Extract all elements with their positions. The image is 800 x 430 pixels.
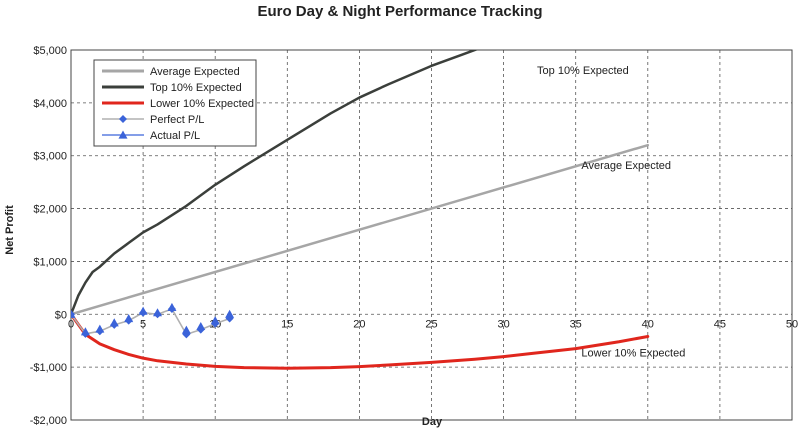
series-actual-p-l (71, 302, 235, 336)
x-tick-label: 5 (140, 318, 146, 330)
actual-p-l-point (225, 309, 235, 318)
actual-p-l-point (181, 325, 191, 334)
actual-p-l-point (71, 309, 76, 318)
lower-10-expected-line (71, 312, 650, 370)
actual-p-l-point (153, 308, 163, 317)
legend-label: Top 10% Expected (150, 82, 242, 94)
actual-p-l-point (80, 327, 90, 336)
average-expected-line (71, 143, 650, 316)
legend-label: Average Expected (150, 66, 240, 78)
x-tick-label: 15 (281, 318, 293, 330)
chart-title: Euro Day & Night Performance Tracking (257, 3, 542, 20)
x-tick-label: 40 (642, 318, 654, 330)
actual-p-l-point (167, 302, 177, 312)
y-tick-label: -$2,000 (30, 415, 67, 427)
x-axis-ticks: 05101520253035404550 (68, 318, 798, 330)
series-lower-10-expected (71, 312, 650, 370)
legend-marker (119, 115, 127, 123)
x-tick-label: 30 (497, 318, 509, 330)
plot-frame (70, 49, 793, 421)
x-tick-label: 25 (425, 318, 437, 330)
x-tick-label: 20 (353, 318, 365, 330)
legend-label: Perfect P/L (150, 114, 204, 126)
legend-item-lower-10-expected: Lower 10% Expected (102, 98, 254, 110)
y-tick-label: $5,000 (33, 45, 67, 57)
legend-marker (118, 130, 128, 139)
annotations: Top 10% Expected Average Expected Lower 10… (537, 65, 685, 360)
x-tick-label: 50 (786, 318, 798, 330)
y-tick-label: $2,000 (33, 204, 67, 216)
legend-item-top-10-expected: Top 10% Expected (102, 82, 242, 94)
annotation-lower-10-expected: Lower 10% Expected (581, 348, 685, 360)
series-average-expected (71, 143, 650, 316)
legend-label: Actual P/L (150, 130, 200, 142)
series-top-10-expected (71, 50, 479, 316)
annotation-average-expected: Average Expected (581, 160, 671, 172)
actual-p-l-point (138, 306, 148, 315)
actual-p-l-point (210, 316, 220, 325)
legend: Average Expected Top 10% Expected Lower 10… (93, 59, 257, 147)
y-tick-label: -$1,000 (30, 362, 67, 374)
y-tick-label: $4,000 (33, 98, 67, 110)
actual-p-l-point (196, 321, 206, 331)
actual-p-l-point (109, 318, 119, 327)
y-tick-label: $0 (55, 309, 67, 321)
top-10-expected-line (71, 50, 479, 316)
series (71, 50, 650, 370)
x-axis-title: Day (422, 416, 443, 428)
legend-item-perfect-p-l: Perfect P/L (102, 114, 204, 126)
y-axis-ticks: -$2,000 -$1,000 $0 $1,000 $2,000 $3,000 $4,000… (30, 45, 67, 427)
legend-label: Lower 10% Expected (150, 98, 254, 110)
actual-p-l-point (95, 324, 105, 333)
y-tick-label: $1,000 (33, 256, 67, 268)
x-tick-label: 35 (570, 318, 582, 330)
x-tick-label: 0 (68, 318, 74, 330)
x-tick-label: 45 (714, 318, 726, 330)
legend-item-average-expected: Average Expected (102, 66, 240, 78)
annotation-top-10-expected: Top 10% Expected (537, 65, 629, 77)
y-axis-title: Net Profit (4, 205, 16, 255)
perfect-p-l-line (71, 308, 231, 336)
y-tick-label: $3,000 (33, 151, 67, 163)
actual-p-l-point (124, 314, 134, 323)
legend-item-actual-p-l: Actual P/L (102, 130, 200, 142)
